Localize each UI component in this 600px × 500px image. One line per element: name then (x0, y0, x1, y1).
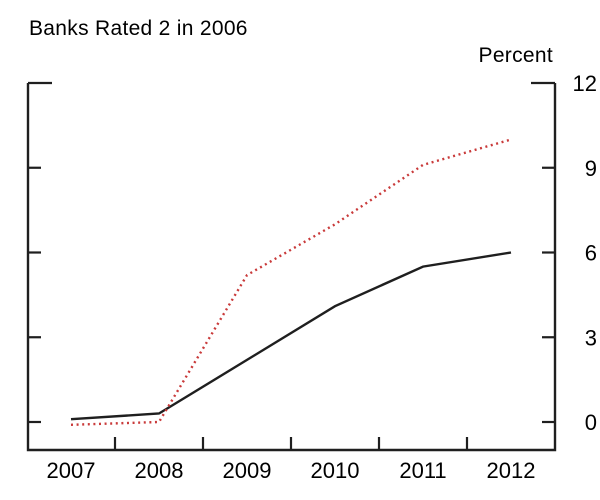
series-solid-black-line (70, 251, 512, 421)
y-tick-label: 3 (585, 325, 597, 350)
series-dotted-red-line (70, 138, 512, 426)
x-tick-label: 2007 (47, 458, 96, 483)
axes-group (26, 81, 557, 452)
x-tick-label: 2012 (487, 458, 536, 483)
series-group (70, 138, 512, 426)
chart-title: Banks Rated 2 in 2006 (29, 17, 248, 40)
tick-labels-group: 0 3 6 9 12 2007 2008 2009 2010 2011 2012 (47, 71, 597, 483)
plot-frame (26, 83, 557, 452)
x-tick-label: 2010 (311, 458, 360, 483)
y-tick-label: 12 (573, 71, 597, 96)
x-tick-label: 2008 (135, 458, 184, 483)
x-tick-label: 2011 (399, 458, 446, 483)
x-tick-label: 2009 (223, 458, 272, 483)
y-tick-label: 6 (585, 241, 597, 266)
y-tick-label: 0 (585, 410, 597, 435)
y-axis-unit-label: Percent (478, 44, 553, 67)
y-tick-label: 9 (585, 156, 597, 181)
